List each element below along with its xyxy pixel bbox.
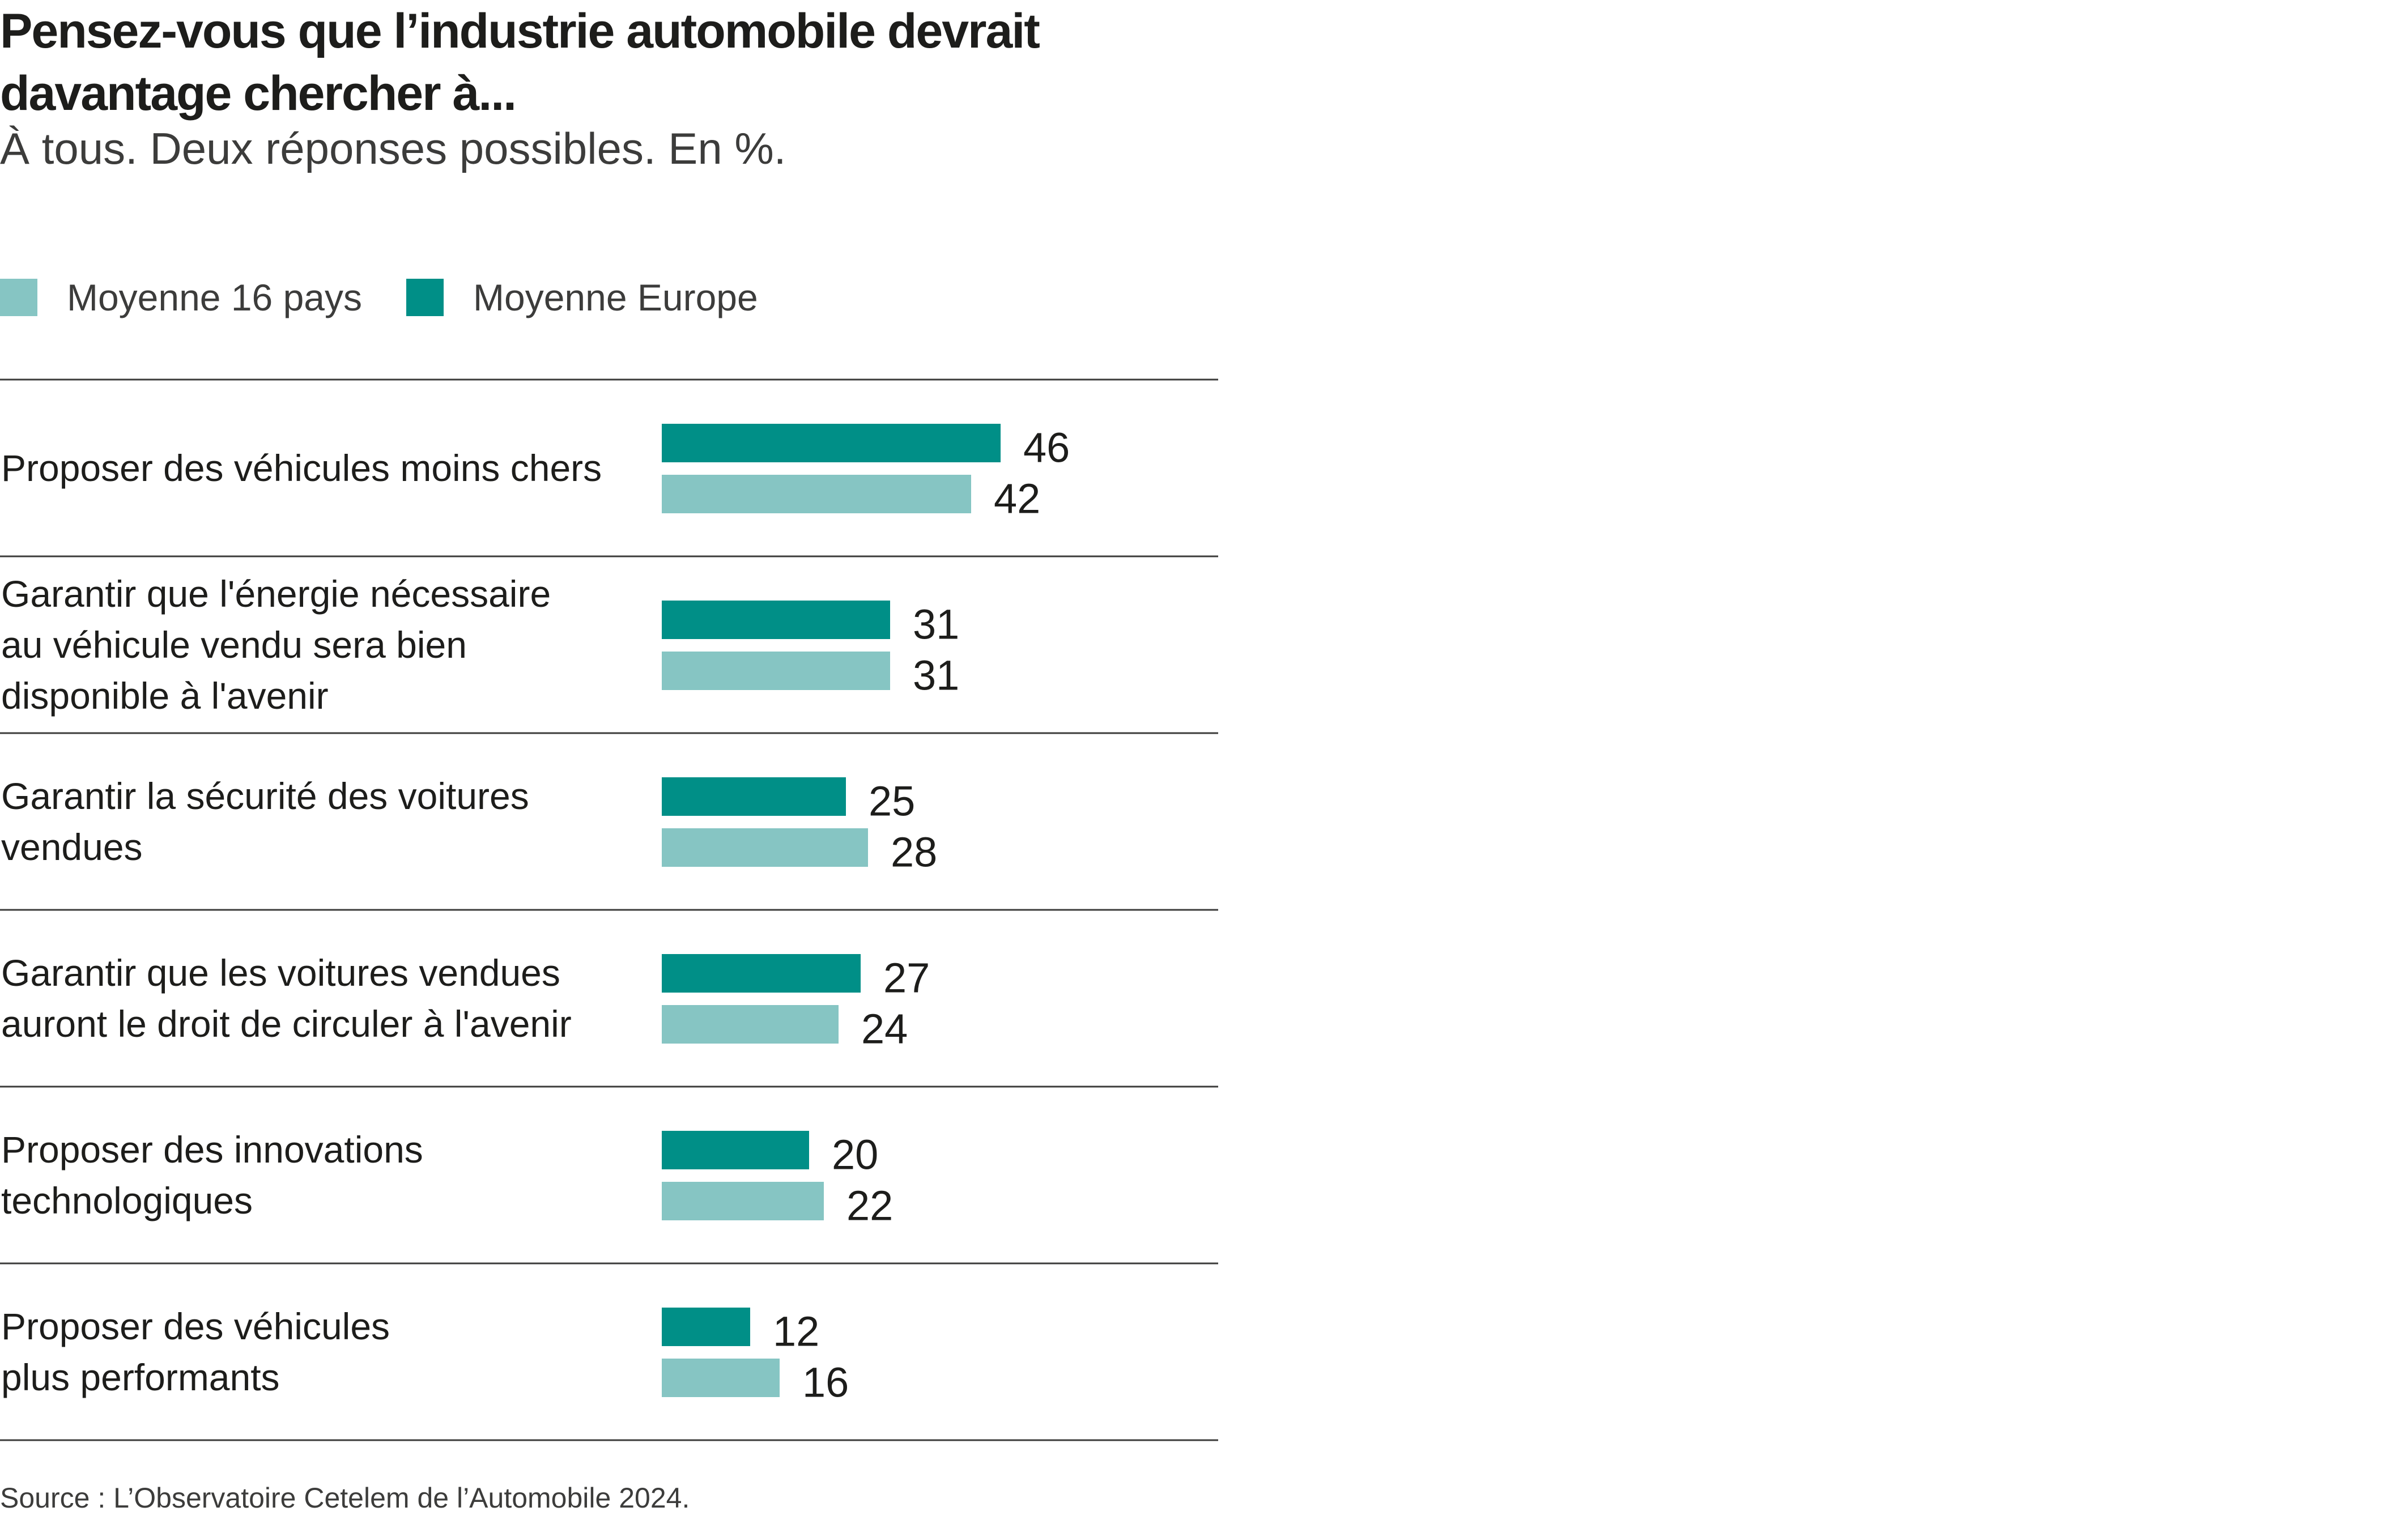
value-label-16-pays: 24 xyxy=(861,1006,908,1053)
legend-swatch-16-pays xyxy=(0,279,37,316)
bar-europe xyxy=(662,777,846,816)
category-label-line: technologiques xyxy=(1,1180,253,1221)
value-label-europe: 25 xyxy=(869,778,915,825)
bar-16-pays xyxy=(662,1005,839,1044)
value-label-16-pays: 28 xyxy=(891,829,937,876)
bar-16-pays xyxy=(662,1182,824,1220)
source-note: Source : L’Observatoire Cetelem de l’Aut… xyxy=(0,1482,690,1514)
category-label: Garantir la sécurité des voitures vendues xyxy=(1,775,529,868)
value-label-europe: 46 xyxy=(1023,424,1070,471)
bar-europe xyxy=(662,954,861,993)
category-label-line: Garantir la sécurité des voitures xyxy=(1,775,529,817)
bar-16-pays xyxy=(662,475,971,513)
category-label-line: Proposer des véhicules xyxy=(1,1305,390,1347)
value-label-16-pays: 42 xyxy=(994,475,1040,522)
category-label: Proposer des véhicules moins chers xyxy=(1,447,602,489)
chart-title: Pensez-vous que l’industrie automobile d… xyxy=(0,4,1040,121)
category-label: Proposer des innovations technologiques xyxy=(1,1129,423,1221)
legend-item-europe: Moyenne Europe xyxy=(406,276,758,319)
category-label-line: Proposer des véhicules moins chers xyxy=(1,447,602,489)
value-label-europe: 27 xyxy=(883,955,930,1002)
legend: Moyenne 16 pays Moyenne Europe xyxy=(0,266,802,329)
bar-16-pays xyxy=(662,828,868,867)
category-label-line: Garantir que les voitures vendues xyxy=(1,952,560,994)
category-label: Proposer des véhicules plus performants xyxy=(1,1305,390,1398)
value-label-europe: 12 xyxy=(773,1308,819,1355)
legend-swatch-europe xyxy=(406,279,444,316)
category-label-line: auront le droit de circuler à l'avenir xyxy=(1,1003,572,1045)
legend-label-europe: Moyenne Europe xyxy=(473,276,758,318)
bar-europe xyxy=(662,424,1001,462)
value-label-16-pays: 22 xyxy=(846,1182,893,1229)
value-label-europe: 20 xyxy=(832,1131,878,1178)
bar-europe xyxy=(662,601,890,639)
value-label-16-pays: 16 xyxy=(802,1359,849,1406)
category-label-line: disponible à l'avenir xyxy=(1,675,329,717)
legend-item-16-pays: Moyenne 16 pays xyxy=(0,276,362,319)
bar-16-pays xyxy=(662,1359,780,1397)
bar-europe xyxy=(662,1308,750,1346)
value-label-16-pays: 31 xyxy=(913,652,959,699)
category-label-line: vendues xyxy=(1,826,143,868)
category-label-line: au véhicule vendu sera bien xyxy=(1,624,467,666)
legend-label-16-pays: Moyenne 16 pays xyxy=(67,276,363,318)
value-label-europe: 31 xyxy=(913,601,959,648)
bar-16-pays xyxy=(662,652,890,690)
category-label-line: Garantir que l'énergie nécessaire xyxy=(1,573,551,615)
category-label-line: plus performants xyxy=(1,1356,280,1398)
bar-europe xyxy=(662,1131,809,1169)
category-label-line: Proposer des innovations xyxy=(1,1129,423,1170)
chart-subtitle: À tous. Deux réponses possibles. En %. xyxy=(0,124,786,173)
category-label: Garantir que l'énergie nécessaire au véhi… xyxy=(1,573,551,717)
category-label: Garantir que les voitures vendues auront … xyxy=(1,952,572,1045)
